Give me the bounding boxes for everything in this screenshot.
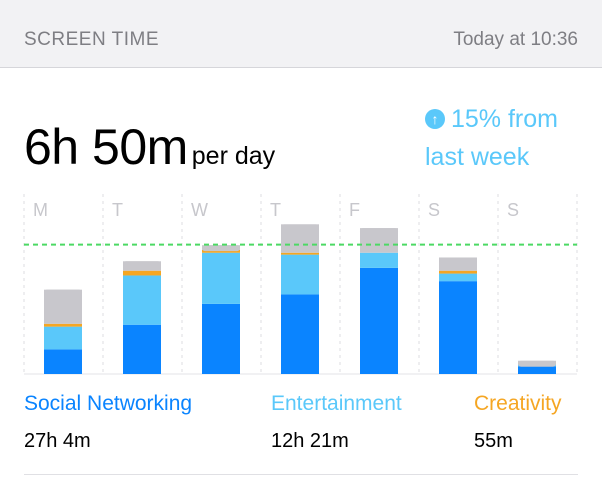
weekly-change-text: 15% from last week [425, 105, 558, 171]
category-label: Creativity [474, 392, 562, 415]
bar-segment [202, 303, 240, 374]
category-value: 55m [474, 430, 513, 452]
daily-average[interactable]: 6h 50m per day [24, 118, 275, 176]
bar-segment [281, 254, 319, 295]
bar-segment [202, 249, 240, 253]
bar-segment [44, 326, 82, 350]
weekly-change: ↑ 15% from last week [425, 100, 595, 176]
bar-cap [360, 228, 398, 235]
daily-average-unit: per day [191, 142, 276, 170]
day-label: S [507, 200, 519, 220]
bar-segment [439, 270, 477, 274]
bar-segment [281, 252, 319, 255]
bar-segment [123, 324, 161, 374]
category-social-networking[interactable]: Social Networking 27h 4m [24, 392, 224, 453]
bar-cap [123, 261, 161, 268]
day-label: M [33, 200, 48, 220]
bar-cap [44, 289, 82, 296]
bar-segment [439, 281, 477, 374]
day-label: T [270, 200, 281, 220]
category-creativity[interactable]: Creativity 55m [474, 392, 594, 453]
bar-segment [44, 349, 82, 374]
bar-cap [281, 224, 319, 231]
bar-segment [123, 270, 161, 276]
bar-cap [518, 360, 556, 367]
bar-segment [360, 267, 398, 374]
timestamp: Today at 10:36 [453, 29, 578, 50]
bar-segment [439, 273, 477, 282]
bar-segment [202, 252, 240, 304]
category-value: 12h 21m [271, 430, 349, 452]
bar-segment [360, 252, 398, 268]
category-value: 27h 4m [24, 430, 91, 452]
day-label: T [112, 200, 123, 220]
bar-cap [202, 245, 240, 252]
category-entertainment[interactable]: Entertainment 12h 21m [271, 392, 471, 453]
day-label: W [191, 200, 208, 220]
section-header: SCREEN TIME Today at 10:36 [0, 0, 602, 68]
section-title: SCREEN TIME [24, 29, 160, 50]
bar-segment [123, 275, 161, 325]
bar-segment [281, 294, 319, 374]
bar-cap [439, 257, 477, 264]
category-label: Entertainment [271, 392, 402, 415]
daily-average-value: 6h 50m [24, 119, 188, 175]
divider [24, 474, 578, 475]
bar-segment [518, 366, 556, 374]
day-label: F [349, 200, 360, 220]
category-label: Social Networking [24, 392, 193, 415]
bar-segment [44, 323, 82, 327]
arrow-up-circle-icon: ↑ [425, 109, 445, 129]
day-label: S [428, 200, 440, 220]
